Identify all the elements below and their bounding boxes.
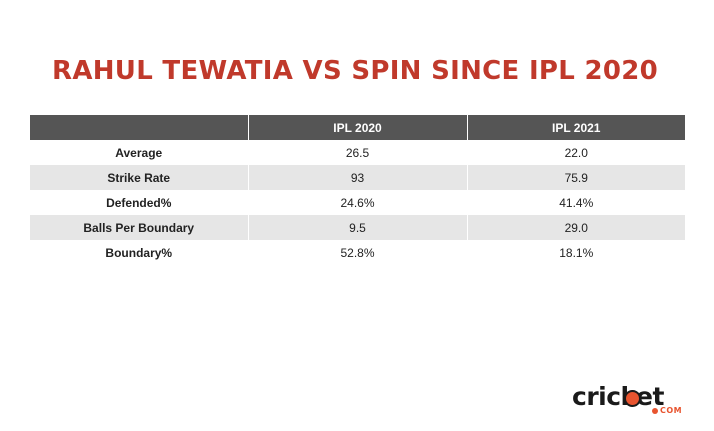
- cell-value: 18.1%: [559, 245, 594, 260]
- table-row: Defended% 24.6% 41.4%: [30, 190, 685, 215]
- table-row: Boundary% 52.8% 18.1%: [30, 240, 685, 265]
- cell-value: 26.5: [248, 140, 468, 165]
- table-row: Balls Per Boundary 9.5 29.0: [30, 215, 685, 240]
- row-label: Average: [30, 140, 249, 165]
- cell-value: 41.4%: [559, 195, 594, 210]
- logo-suffix: COM: [660, 406, 683, 415]
- cell-value: 93: [248, 165, 468, 190]
- cell-value: 52.8%: [248, 240, 468, 265]
- column-header-ipl-2021: IPL 2021: [467, 115, 685, 140]
- cell-value: 29.0: [467, 215, 685, 240]
- row-label: Strike Rate: [30, 165, 249, 190]
- column-header-ipl-2020: IPL 2020: [248, 115, 468, 140]
- dot-icon: [652, 408, 658, 414]
- chart-title: RAHUL TEWATIA VS SPIN SINCE IPL 2020: [52, 56, 659, 86]
- column-header-metric: [30, 115, 249, 140]
- cricket-ball-icon: [624, 390, 641, 407]
- cell-value: 22.0: [564, 145, 588, 160]
- cell-value: 9.5: [248, 215, 468, 240]
- table-row: Strike Rate 93 75.9: [30, 165, 685, 190]
- cell-value: 75.9: [467, 165, 685, 190]
- cell-value: 24.6%: [248, 190, 468, 215]
- logo-wordmark: cricket: [572, 382, 664, 411]
- cricket-com-logo: cricket COM: [572, 382, 688, 418]
- row-label: Balls Per Boundary: [30, 215, 249, 240]
- table-row: Average 26.5 22.0: [30, 140, 685, 165]
- table-header-row: IPL 2020 IPL 2021: [30, 115, 685, 140]
- row-label: Boundary%: [30, 240, 249, 265]
- stats-table: IPL 2020 IPL 2021 Average 26.5 22.0 Stri…: [30, 115, 685, 265]
- row-label: Defended%: [30, 190, 249, 215]
